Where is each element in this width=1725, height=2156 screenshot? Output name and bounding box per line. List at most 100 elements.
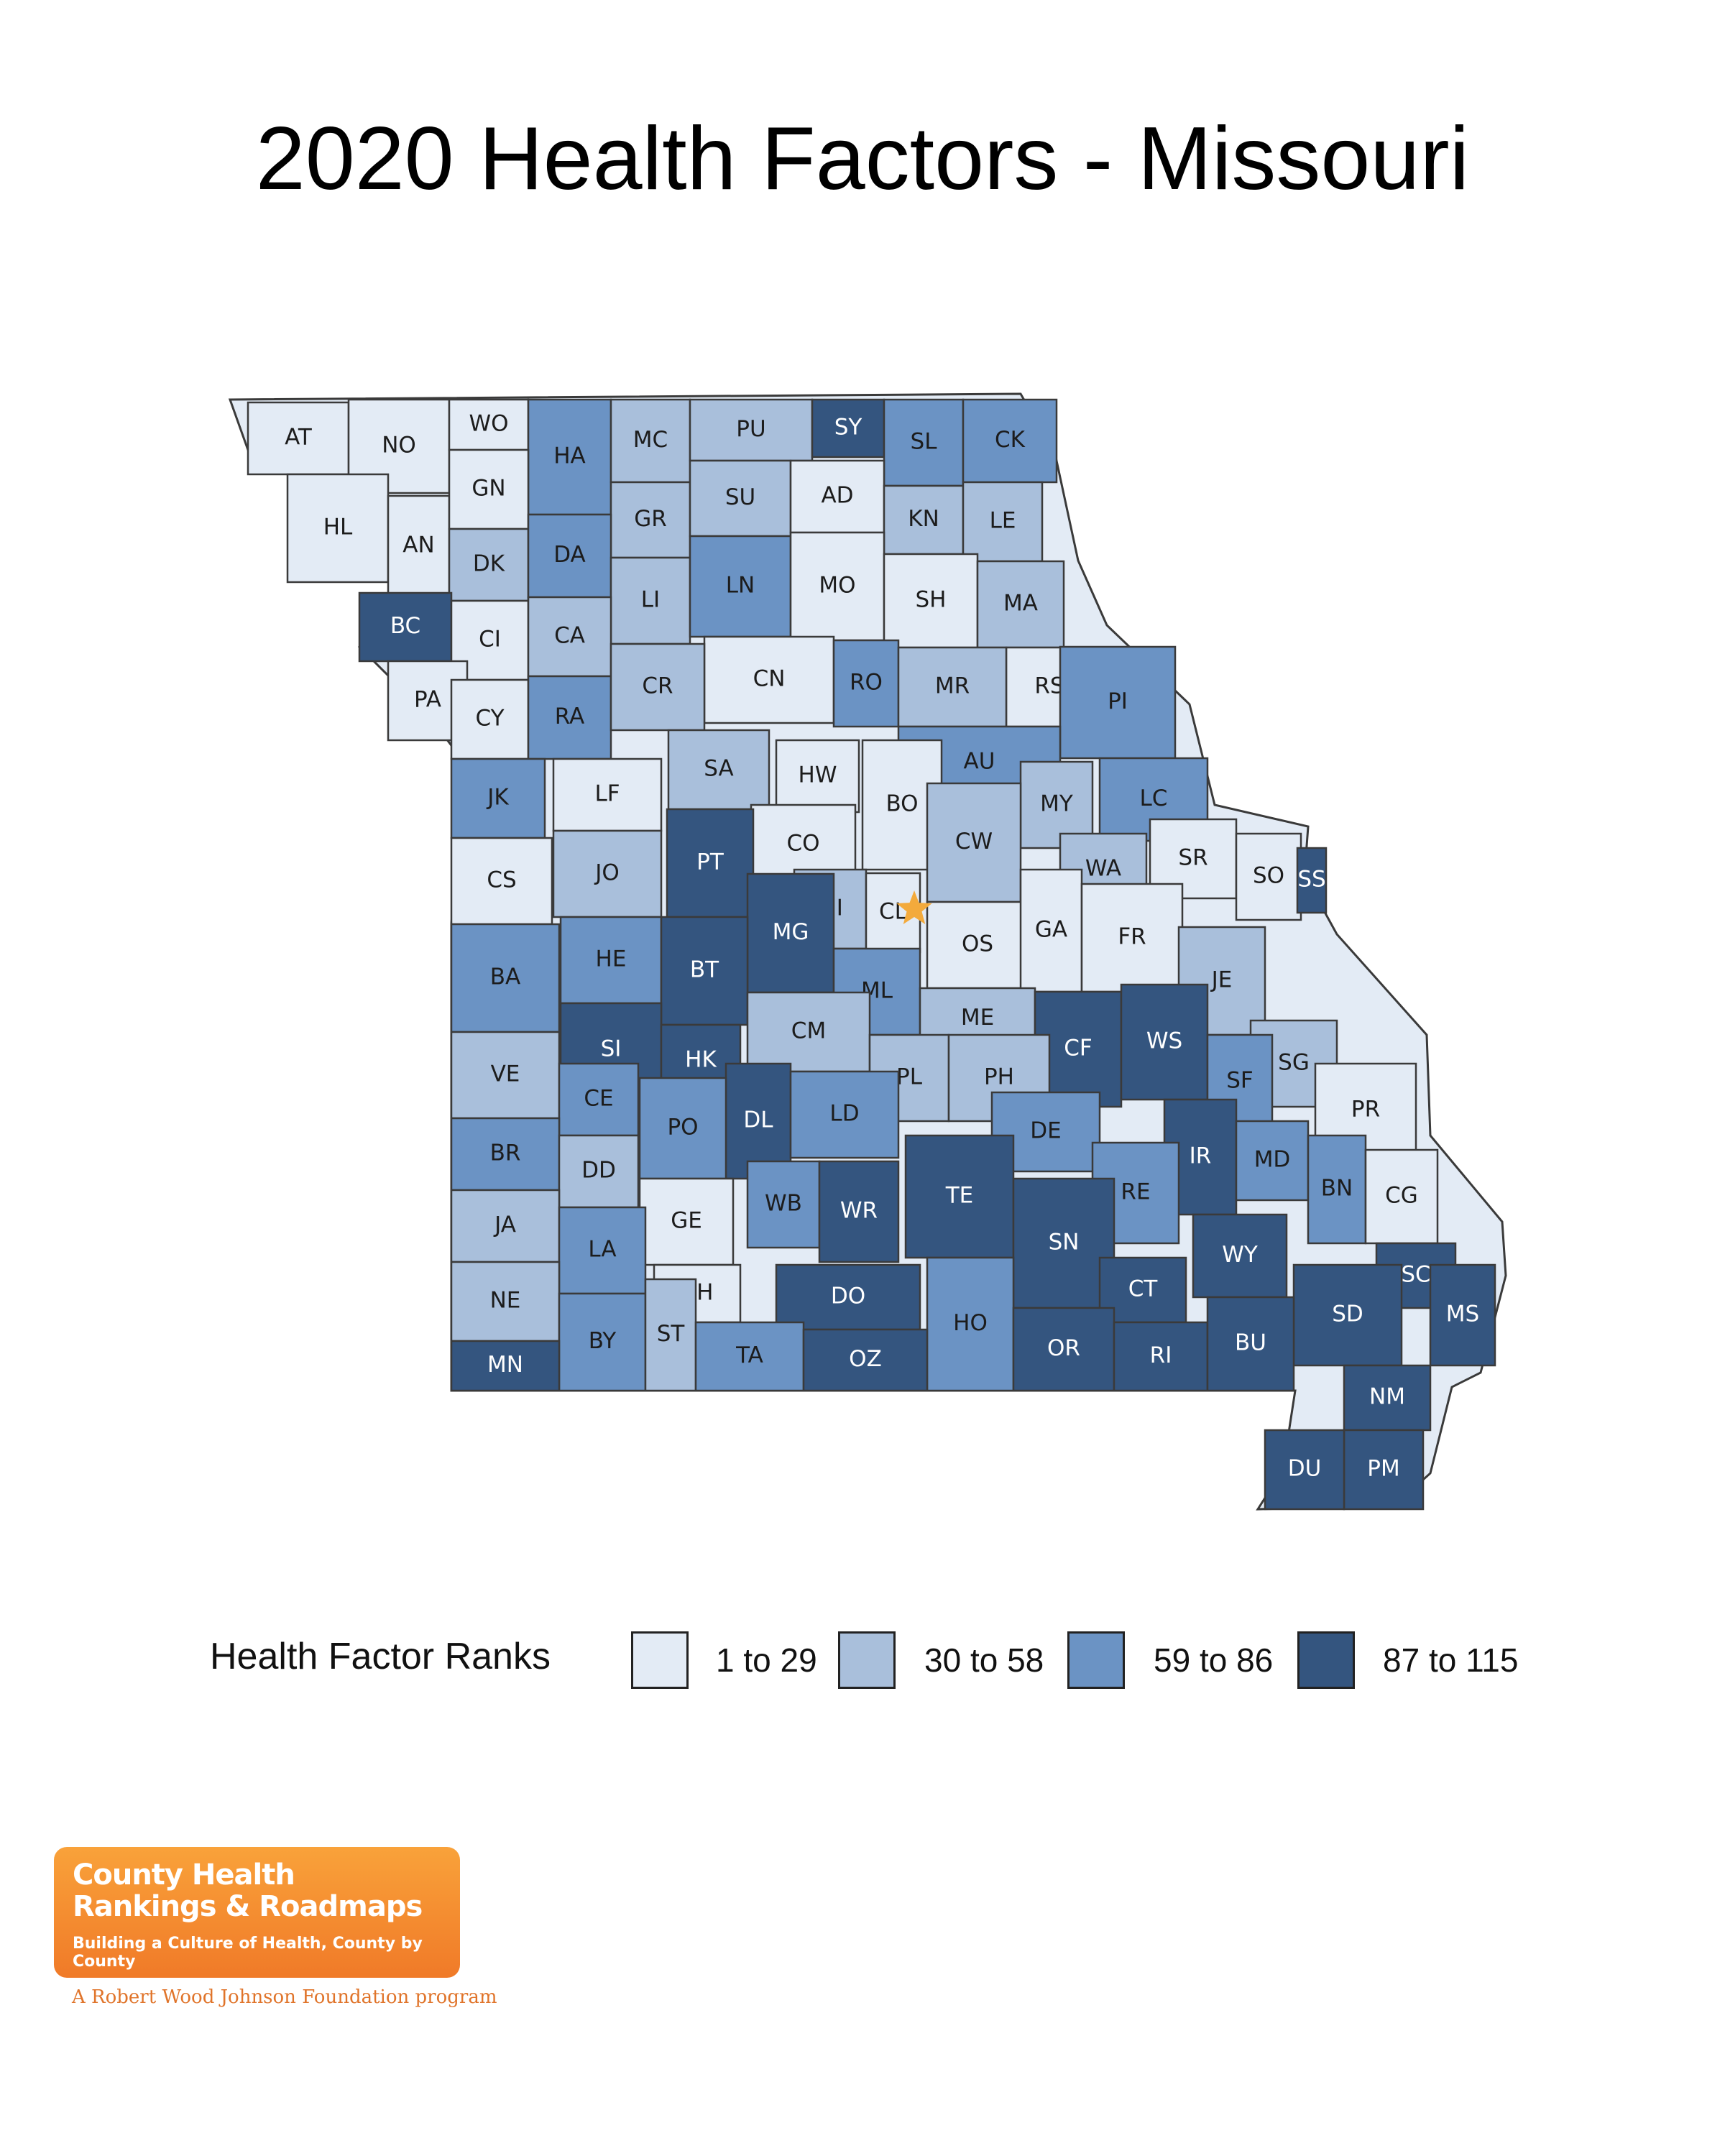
county-wy <box>1192 1213 1288 1299</box>
county-label-pr: PR <box>1351 1097 1380 1123</box>
county-label-bc: BC <box>390 613 420 639</box>
county-at <box>247 401 350 476</box>
county-label-cy: CY <box>475 706 504 732</box>
county-mo <box>789 531 886 642</box>
county-label-ja: JA <box>493 1212 516 1238</box>
county-label-wb: WB <box>765 1191 802 1217</box>
county-label-ho: HO <box>953 1310 988 1336</box>
county-ld <box>789 1070 900 1159</box>
county-label-at: AT <box>285 425 313 451</box>
legend-swatch-59-86 <box>1067 1631 1125 1689</box>
county-by <box>558 1292 647 1392</box>
county-label-sg: SG <box>1278 1050 1310 1076</box>
county-cw <box>926 782 1022 903</box>
county-label-je: JE <box>1210 967 1233 993</box>
county-label-po: PO <box>667 1115 698 1141</box>
county-label-wy: WY <box>1222 1242 1258 1268</box>
county-label-ga: GA <box>1035 917 1067 943</box>
county-label-ln: LN <box>726 573 755 599</box>
county-label-mg: MG <box>773 919 809 945</box>
county-hl <box>286 473 390 584</box>
county-ms <box>1429 1263 1496 1367</box>
county-dd <box>558 1134 640 1209</box>
county-label-si: SI <box>601 1036 622 1062</box>
county-label-bt: BT <box>690 957 719 983</box>
county-du <box>1264 1429 1346 1511</box>
county-jk <box>450 757 546 839</box>
county-cm <box>746 991 871 1073</box>
county-oz <box>802 1328 929 1392</box>
county-label-hl: HL <box>323 515 353 540</box>
county-label-or: OR <box>1047 1335 1080 1361</box>
county-label-sa: SA <box>704 756 733 782</box>
county-su <box>689 459 792 538</box>
county-label-cf: CF <box>1064 1036 1092 1061</box>
county-dl <box>724 1062 792 1180</box>
county-label-le: LE <box>990 508 1016 534</box>
county-label-md: MD <box>1254 1147 1291 1173</box>
county-mn <box>450 1340 561 1392</box>
county-label-ba: BA <box>490 964 520 990</box>
logo-tagline: Building a Culture of Health, County by … <box>73 1935 423 1971</box>
county-ro <box>832 639 900 728</box>
county-label-sn: SN <box>1049 1230 1080 1256</box>
county-label-mo: MO <box>819 573 855 599</box>
county-label-ri: RI <box>1150 1342 1172 1368</box>
county-la <box>558 1206 647 1295</box>
county-bu <box>1206 1296 1295 1392</box>
county-label-sy: SY <box>834 415 862 441</box>
county-label-wr: WR <box>840 1198 878 1224</box>
county-sn <box>1012 1177 1116 1309</box>
county-ge <box>638 1177 735 1266</box>
legend-label-87-115: 87 to 115 <box>1383 1641 1519 1679</box>
logo-line-2: Rankings & Roadmaps <box>73 1890 423 1923</box>
county-label-su: SU <box>725 484 755 510</box>
county-label-la: LA <box>588 1237 616 1263</box>
county-ra <box>527 675 612 760</box>
county-label-sd: SD <box>1332 1302 1363 1327</box>
county-layer: AT NO WO HA MC PU SY SL CK HL AN GN GR SU AD KN LE DK DA LI… <box>247 398 1496 1511</box>
county-ma <box>976 560 1065 649</box>
county-label-ra: RA <box>555 704 585 729</box>
logo-foundation-credit: A Robert Wood Johnson Foundation program <box>72 1986 497 2008</box>
missouri-county-map: AT NO WO HA MC PU SY SL CK HL AN GN GR SU AD KN LE DK DA LI… <box>228 392 1507 1511</box>
county-ce <box>558 1062 640 1137</box>
county-label-lf: LF <box>594 781 620 807</box>
county-ws <box>1120 983 1209 1101</box>
county-wr <box>818 1160 900 1263</box>
county-label-sr: SR <box>1178 845 1208 871</box>
county-label-oz: OZ <box>849 1346 882 1372</box>
county-po <box>638 1077 727 1180</box>
county-do <box>775 1263 921 1331</box>
county-label-dd: DD <box>581 1158 616 1184</box>
county-label-ro: RO <box>850 670 883 696</box>
county-label-sf: SF <box>1226 1068 1254 1094</box>
legend-swatch-30-58 <box>838 1631 896 1689</box>
county-label-pt: PT <box>696 849 724 875</box>
county-cg <box>1364 1148 1439 1245</box>
county-label-mr: MR <box>935 673 970 699</box>
star-icon <box>896 890 932 924</box>
county-label-so: SO <box>1253 863 1284 889</box>
county-label-sh: SH <box>916 587 947 613</box>
county-label-wa: WA <box>1085 856 1121 882</box>
legend-label-59-86: 59 to 86 <box>1154 1641 1274 1679</box>
county-label-re: RE <box>1121 1179 1150 1205</box>
county-label-ca: CA <box>554 623 585 649</box>
county-label-ma: MA <box>1003 591 1038 617</box>
county-jo <box>552 829 663 918</box>
county-cn <box>703 635 835 724</box>
county-an <box>387 494 451 598</box>
county-label-sl: SL <box>911 429 938 455</box>
county-label-me: ME <box>961 1005 994 1031</box>
county-label-do: DO <box>831 1284 865 1309</box>
county-mr <box>897 646 1008 728</box>
county-label-au: AU <box>964 749 995 775</box>
county-label-ad: AD <box>821 483 853 509</box>
county-label-ci: CI <box>479 627 501 653</box>
county-he <box>559 916 663 1005</box>
county-label-pi: PI <box>1108 688 1128 714</box>
county-le <box>962 481 1044 563</box>
county-label-ws: WS <box>1146 1028 1182 1054</box>
county-label-co: CO <box>786 831 819 857</box>
